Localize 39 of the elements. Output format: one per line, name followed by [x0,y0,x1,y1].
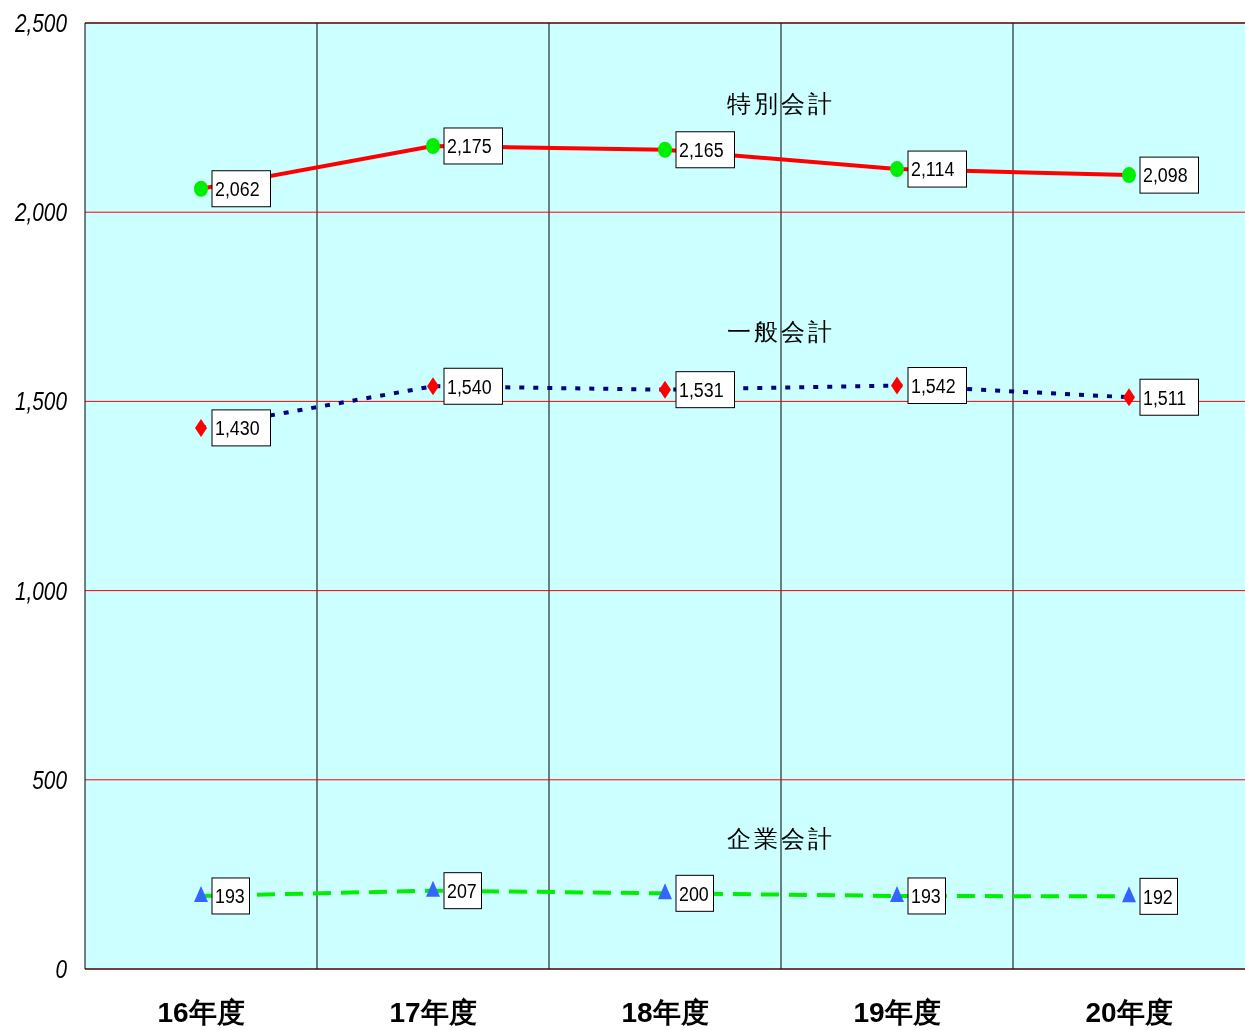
point [1122,167,1136,184]
data-label: 207 [447,878,477,903]
y-tick-label: 2,000 [14,198,67,227]
data-label: 2,114 [911,157,955,181]
point [426,880,440,897]
y-tick-label: 1,000 [14,576,67,606]
point [1122,886,1136,903]
data-label: 1,542 [911,373,956,398]
data-label: 1,430 [215,415,260,440]
data-label: 2,175 [447,133,492,158]
data-label: 2,098 [1143,163,1188,187]
point [426,137,440,154]
x-tick-label: 18年度 [621,997,709,1028]
x-tick-label: 17年度 [389,997,477,1028]
series-label: 一般会計 [727,317,835,345]
y-tick-label: 1,500 [14,387,67,417]
data-label: 1,531 [679,377,724,402]
point [890,161,904,178]
data-label: 200 [679,881,709,905]
series-label: 企業会計 [727,825,835,853]
y-tick-label: 500 [32,765,67,795]
x-tick-label: 19年度 [853,997,941,1028]
y-tick-label: 2,500 [14,8,67,38]
x-tick-label: 20年度 [1085,997,1173,1028]
point [194,180,208,197]
series-label: 特別会計 [727,89,835,117]
point [890,885,904,902]
data-label: 1,511 [1143,385,1187,409]
data-label: 2,165 [679,137,724,162]
data-label: 193 [215,883,245,908]
data-label: 2,062 [215,176,260,201]
point [658,883,672,900]
x-tick-label: 16年度 [157,997,245,1028]
data-label: 1,540 [447,374,492,398]
y-tick-label: 0 [55,954,67,984]
data-label: 193 [911,883,941,908]
point [194,885,208,902]
data-label: 192 [1143,884,1173,909]
point [658,141,672,158]
